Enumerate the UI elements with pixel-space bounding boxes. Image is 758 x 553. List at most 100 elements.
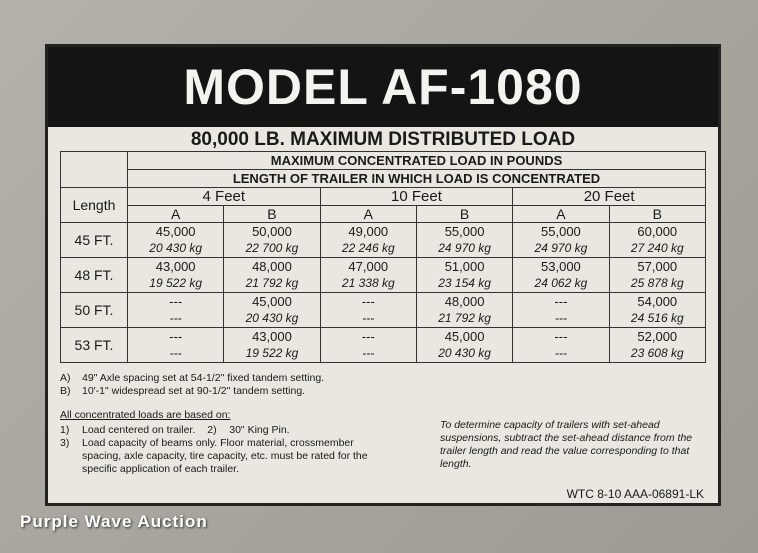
cell: 52,000 23 608 kg — [608, 327, 707, 363]
pounds: 50,000 — [252, 224, 292, 239]
kilograms: 24 516 kg — [630, 311, 684, 325]
cell: 45,000 20 430 kg — [415, 327, 514, 363]
subcolumn-label: B — [223, 205, 321, 223]
cell: 55,000 24 970 kg — [512, 222, 610, 258]
kilograms: 25 878 kg — [630, 276, 684, 290]
spacing-notes: A) 49" Axle spacing set at 54-1/2" fixed … — [60, 372, 440, 398]
basis-heading: All concentrated loads are based on: — [60, 409, 231, 421]
kilograms: --- — [169, 311, 182, 325]
text: Load capacity of beams only. Floor mater… — [82, 437, 368, 475]
subcolumn-label: A — [319, 205, 417, 223]
subcolumn-label: A — [512, 205, 610, 223]
cell: 48,000 21 792 kg — [415, 292, 514, 328]
cell: --- --- — [512, 327, 610, 363]
set-ahead-note: To determine capacity of trailers with s… — [440, 419, 693, 470]
pounds: 49,000 — [348, 224, 389, 239]
cell: 51,000 23 154 kg — [415, 257, 514, 293]
pounds: 55,000 — [444, 224, 485, 239]
cell: 48,000 21 792 kg — [223, 257, 321, 293]
row-label: 50 FT. — [60, 292, 128, 328]
pounds: 48,000 — [444, 294, 485, 309]
kilograms: --- — [169, 346, 182, 360]
data-row: 48 FT. 43,000 19 522 kg 48,000 21 792 kg 47,0… — [60, 257, 707, 293]
spacing-line: A) 49" Axle spacing set at 54-1/2" fixed … — [60, 372, 440, 385]
cell: --- --- — [512, 292, 610, 328]
cell: --- --- — [319, 327, 417, 363]
cell: --- --- — [319, 292, 417, 328]
cell: 45,000 20 430 kg — [126, 222, 225, 258]
kilograms: 24 062 kg — [534, 276, 588, 290]
text: 30" King Pin. — [229, 424, 290, 436]
spacing-line: B) 10'-1" widespread set at 90-1/2" tande… — [60, 385, 440, 398]
data-row: 50 FT. --- --- 45,000 20 430 kg --- --- 48,000 2… — [60, 292, 707, 328]
caption: MAXIMUM CONCENTRATED LOAD IN POUNDS — [127, 151, 706, 170]
marker: 1) — [60, 424, 70, 436]
marker: 2) — [207, 424, 217, 436]
marker: B) — [60, 385, 71, 397]
pounds: 55,000 — [541, 224, 581, 239]
cell: 47,000 21 338 kg — [319, 257, 417, 293]
pounds: 45,000 — [444, 329, 485, 344]
length-label: Length — [60, 187, 128, 223]
kilograms: 22 700 kg — [245, 241, 299, 255]
kilograms: 24 970 kg — [534, 241, 588, 255]
data-row: 45 FT. 45,000 20 430 kg 50,000 22 700 kg 49,0… — [60, 222, 707, 258]
pounds: 52,000 — [637, 329, 678, 344]
pounds: 45,000 — [155, 224, 196, 239]
pounds: 47,000 — [348, 259, 389, 274]
watermark: Purple Wave Auction — [20, 512, 208, 531]
data-row: 53 FT. --- --- 43,000 19 522 kg --- --- 45,000 2… — [60, 327, 707, 363]
text: 10'-1" widespread set at 90-1/2" tandem … — [82, 385, 306, 397]
code: WTC 8-10 AAA-06891-LK — [566, 487, 704, 501]
group-label: 10 Feet — [319, 187, 514, 206]
group-label: 20 Feet — [512, 187, 706, 206]
marker: A) — [60, 372, 71, 384]
pounds: 43,000 — [252, 329, 292, 344]
group-row: Length 4 Feet 10 Feet 20 Feet — [60, 187, 706, 223]
pounds: 48,000 — [252, 259, 292, 274]
basis-line: 3) Load capacity of beams only. Floor mat… — [60, 437, 400, 476]
kilograms: --- — [362, 311, 375, 325]
pounds: --- — [361, 329, 375, 344]
cell: 43,000 19 522 kg — [223, 327, 321, 363]
row-label: 45 FT. — [60, 222, 128, 258]
kilograms: 22 246 kg — [341, 241, 395, 255]
kilograms: 21 792 kg — [438, 311, 491, 325]
kilograms: 20 430 kg — [149, 241, 203, 255]
text: Load centered on trailer. — [82, 424, 196, 436]
row-label: 53 FT. — [60, 327, 128, 363]
pounds: --- — [554, 329, 568, 344]
pounds: --- — [169, 294, 183, 309]
header-row: MAXIMUM CONCENTRATED LOAD IN POUNDS — [60, 151, 706, 188]
cell: 43,000 19 522 kg — [126, 257, 225, 293]
kilograms: 21 792 kg — [245, 276, 299, 290]
pounds: --- — [554, 294, 568, 309]
pounds: 53,000 — [541, 259, 581, 274]
pounds: 45,000 — [252, 294, 292, 309]
kilograms: 19 522 kg — [245, 346, 299, 360]
kilograms: --- — [554, 311, 567, 325]
cell: 45,000 20 430 kg — [223, 292, 321, 328]
cell: --- --- — [126, 327, 225, 363]
kilograms: 20 430 kg — [245, 311, 299, 325]
row-label: 48 FT. — [60, 257, 128, 293]
pounds: 54,000 — [637, 294, 678, 309]
header-row: LENGTH OF TRAILER IN WHICH LOAD IS CONCE… — [61, 169, 706, 188]
subcolumn-label: A — [126, 205, 225, 223]
kilograms: 21 338 kg — [341, 276, 395, 290]
placard: MODEL AF-1080 80,000 LB. MAXIMUM DISTRIB… — [45, 44, 721, 506]
subtitle: 80,000 LB. MAXIMUM DISTRIBUTED LOAD — [190, 129, 576, 150]
cell: 49,000 22 246 kg — [319, 222, 417, 258]
pounds: 60,000 — [637, 224, 678, 239]
kilograms: 23 154 kg — [438, 276, 491, 290]
cell: 50,000 22 700 kg — [223, 222, 321, 258]
kilograms: --- — [554, 346, 567, 360]
cell: 60,000 27 240 kg — [608, 222, 707, 258]
kilograms: 19 522 kg — [149, 276, 203, 290]
subcolumn-label: B — [415, 205, 514, 223]
basis-line: 1) Load centered on trailer. 2) 30" King Pi… — [60, 424, 400, 437]
kilograms: 23 608 kg — [630, 346, 684, 360]
marker: 3) — [60, 437, 70, 449]
blank-cell — [60, 151, 128, 188]
